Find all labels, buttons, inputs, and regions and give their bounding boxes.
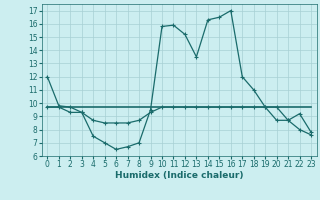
X-axis label: Humidex (Indice chaleur): Humidex (Indice chaleur) (115, 171, 244, 180)
